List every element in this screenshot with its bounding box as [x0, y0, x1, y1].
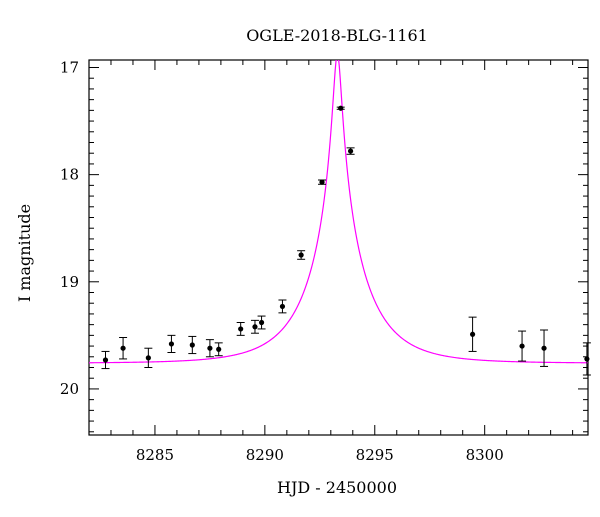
- y-tick-label: 17: [60, 59, 79, 77]
- x-tick-label: 8295: [356, 446, 394, 464]
- y-tick-label: 18: [60, 166, 79, 184]
- model-curve: [89, 60, 588, 364]
- data-point: [469, 331, 476, 337]
- x-tick-label: 8285: [136, 446, 174, 464]
- data-point: [541, 345, 547, 351]
- data-point: [168, 341, 175, 347]
- data-point: [519, 343, 525, 349]
- data-point: [338, 105, 344, 111]
- x-tick-label: 8300: [466, 446, 504, 464]
- data-point: [189, 342, 195, 348]
- data-point: [298, 252, 304, 258]
- chart-title: OGLE-2018-BLG-1161: [246, 26, 428, 45]
- data-point: [120, 345, 126, 351]
- x-tick-label: 8290: [246, 446, 284, 464]
- data-point: [216, 346, 222, 352]
- x-axis-label: HJD - 2450000: [277, 478, 397, 497]
- data-point: [279, 303, 286, 310]
- plot-area: 8285 8290 8295 8300 17 18 19 20: [60, 59, 591, 464]
- y-tick-label: 20: [60, 380, 79, 398]
- y-tick-label: 19: [60, 273, 79, 291]
- data-point: [584, 356, 590, 362]
- data-point: [252, 324, 258, 330]
- data-point: [238, 326, 244, 332]
- data-point: [207, 345, 213, 351]
- y-axis-label: I magnitude: [15, 204, 34, 302]
- data-point: [102, 357, 109, 363]
- data-point: [319, 179, 325, 185]
- data-point: [347, 148, 354, 154]
- data-point: [258, 319, 265, 326]
- data-point: [145, 355, 151, 361]
- plot-frame: [88, 59, 589, 436]
